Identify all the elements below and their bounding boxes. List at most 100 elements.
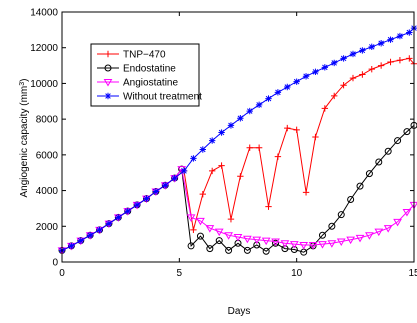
data-point <box>253 241 261 249</box>
data-point <box>383 225 393 233</box>
data-point <box>218 162 225 169</box>
axes-frame <box>61 11 415 263</box>
data-point <box>337 211 345 219</box>
data-point <box>96 226 103 234</box>
data-point <box>190 226 197 234</box>
legend-marker <box>104 92 112 100</box>
data-point <box>396 32 404 40</box>
data-point <box>302 73 310 80</box>
data-point <box>255 101 263 109</box>
legend: TNP−470 Endostatine Angiostatine Without tr… <box>90 43 202 107</box>
y-axis-label-main: Angiogenic capacity (mm <box>19 86 30 198</box>
data-point <box>318 241 327 249</box>
data-point <box>271 238 280 246</box>
data-point <box>133 201 141 209</box>
x-tick-label: 0 <box>59 268 65 279</box>
data-point <box>377 40 385 47</box>
data-point <box>199 190 206 198</box>
data-point <box>355 234 365 243</box>
data-point <box>284 124 291 132</box>
data-point <box>246 144 253 151</box>
data-point <box>280 240 290 248</box>
data-point <box>196 217 205 226</box>
x-tick-label: 15 <box>408 268 417 279</box>
data-point <box>68 242 75 250</box>
data-point <box>356 182 364 190</box>
data-point <box>293 126 300 134</box>
data-point <box>105 220 113 227</box>
data-point <box>327 240 337 248</box>
data-point <box>86 232 94 239</box>
data-point <box>340 55 347 62</box>
data-point <box>190 155 197 162</box>
data-point <box>328 222 336 230</box>
legend-entry-without-treatment: Without treatment <box>97 92 202 103</box>
data-point <box>365 170 373 178</box>
data-point <box>359 71 366 78</box>
y-tick-label: 4000 <box>36 186 59 197</box>
data-point <box>331 92 338 100</box>
data-point <box>186 214 196 222</box>
data-point <box>384 147 392 155</box>
data-point <box>387 36 394 43</box>
data-point <box>196 232 204 240</box>
data-point <box>290 246 298 253</box>
legend-label: Endostatine <box>123 64 176 75</box>
data-point <box>224 232 233 240</box>
data-point <box>208 137 216 144</box>
series-layer <box>57 24 417 256</box>
data-point <box>171 174 178 182</box>
y-tick-label: 0 <box>52 258 58 269</box>
data-point <box>321 105 329 112</box>
data-point <box>402 209 412 217</box>
data-point <box>162 182 169 189</box>
x-axis-label: Days <box>228 306 251 317</box>
data-point <box>208 167 216 175</box>
data-point <box>293 78 300 85</box>
data-point <box>394 137 402 145</box>
legend-marker <box>104 50 112 58</box>
data-point <box>284 83 291 91</box>
y-tick-label: 8000 <box>36 115 59 126</box>
data-point <box>365 232 374 240</box>
data-point <box>349 50 357 58</box>
data-point <box>396 57 404 64</box>
data-point <box>261 237 271 246</box>
data-point <box>243 235 252 244</box>
data-point <box>265 95 272 102</box>
y-tick-label: 2000 <box>36 222 59 233</box>
data-point <box>312 133 319 141</box>
data-point <box>289 241 299 249</box>
data-point <box>340 82 347 89</box>
data-point <box>274 153 282 160</box>
data-point <box>77 237 84 244</box>
data-point <box>227 215 235 223</box>
data-point <box>206 245 214 253</box>
data-point <box>321 64 329 71</box>
data-point <box>252 236 262 245</box>
data-point <box>368 43 375 51</box>
data-point <box>403 128 411 136</box>
data-point <box>281 245 289 253</box>
data-point <box>349 74 357 82</box>
data-point <box>302 189 310 196</box>
data-point <box>393 218 402 227</box>
legend-marker <box>103 79 113 87</box>
data-point <box>246 107 253 115</box>
data-point <box>115 214 122 221</box>
data-point <box>262 247 270 255</box>
data-point <box>375 158 383 166</box>
data-point <box>336 238 346 246</box>
data-point <box>124 207 131 215</box>
y-axis-label-sup: 3 <box>19 82 26 86</box>
legend-label: Angiostatine <box>123 78 178 89</box>
data-point <box>233 234 243 242</box>
data-point <box>359 47 366 54</box>
data-point <box>374 228 384 237</box>
legend-marker <box>104 64 112 72</box>
data-point <box>225 246 233 254</box>
data-point <box>255 144 263 151</box>
data-point <box>318 231 326 239</box>
data-point <box>227 122 235 129</box>
